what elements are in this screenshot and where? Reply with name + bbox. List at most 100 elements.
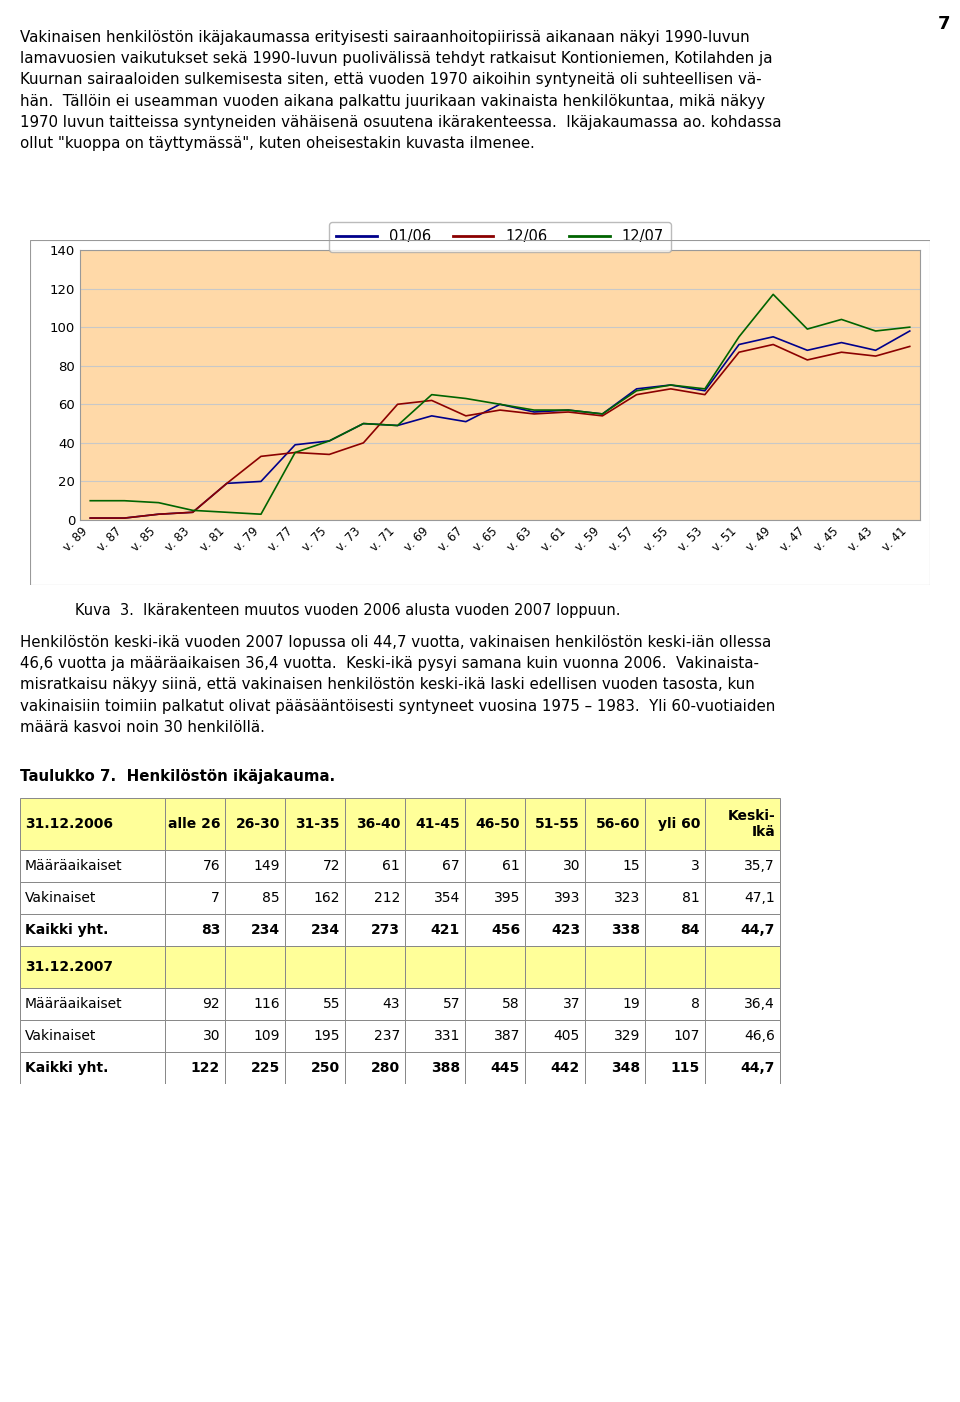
Bar [465,1021,525,1052]
Text: Vakinaiset: Vakinaiset [25,1029,96,1043]
Bar [705,882,780,914]
Bar [345,850,405,882]
Bar [345,798,405,850]
Bar [285,1021,345,1052]
Bar [585,850,645,882]
Bar [20,1052,165,1084]
Text: 395: 395 [493,892,520,906]
Bar [165,946,225,988]
Text: 348: 348 [611,1061,640,1075]
Text: 405: 405 [554,1029,580,1043]
Text: 3: 3 [691,859,700,873]
Text: 122: 122 [191,1061,220,1075]
Text: Keski-
Ikä: Keski- Ikä [728,809,775,840]
Text: 354: 354 [434,892,460,906]
Text: 83: 83 [201,923,220,937]
Bar [20,798,165,850]
Bar [705,798,780,850]
Bar [465,914,525,946]
Bar [645,914,705,946]
Bar [705,1021,780,1052]
Text: Henkilöstön keski-ikä vuoden 2007 lopussa oli 44,7 vuotta, vakinaisen henkilöstö: Henkilöstön keski-ikä vuoden 2007 lopuss… [20,635,776,735]
Text: 19: 19 [622,997,640,1011]
Text: 107: 107 [674,1029,700,1043]
Bar [20,1021,165,1052]
Text: 31.12.2006: 31.12.2006 [25,817,113,831]
Text: 92: 92 [203,997,220,1011]
Text: 36,4: 36,4 [744,997,775,1011]
Bar [705,914,780,946]
Bar [285,882,345,914]
Text: 41-45: 41-45 [416,817,460,831]
Bar [165,850,225,882]
Text: 162: 162 [314,892,340,906]
Bar [405,1052,465,1084]
Bar [345,988,405,1021]
Bar [645,946,705,988]
Bar [645,1021,705,1052]
Bar [165,1021,225,1052]
Bar [345,946,405,988]
Text: Taulukko 7.  Henkilöstön ikäjakauma.: Taulukko 7. Henkilöstön ikäjakauma. [20,770,335,785]
Bar [20,882,165,914]
Text: 393: 393 [554,892,580,906]
Bar [285,798,345,850]
Bar [405,988,465,1021]
Text: 445: 445 [491,1061,520,1075]
Text: 55: 55 [323,997,340,1011]
Bar [405,882,465,914]
Text: 338: 338 [611,923,640,937]
Text: 58: 58 [502,997,520,1011]
Text: 47,1: 47,1 [744,892,775,906]
Bar [705,850,780,882]
Bar [405,1021,465,1052]
Bar [645,882,705,914]
Text: 56-60: 56-60 [595,817,640,831]
Text: 43: 43 [382,997,400,1011]
Bar [345,914,405,946]
Bar [225,1021,285,1052]
Bar [165,882,225,914]
Bar [585,798,645,850]
Bar [705,946,780,988]
Text: 423: 423 [551,923,580,937]
Bar [525,914,585,946]
Bar [225,798,285,850]
Bar [20,850,165,882]
Text: 237: 237 [373,1029,400,1043]
Bar [705,1052,780,1084]
Text: 456: 456 [491,923,520,937]
Bar [465,798,525,850]
Text: Vakinaisen henkilöstön ikäjakaumassa erityisesti sairaanhoitopiirissä aikanaan n: Vakinaisen henkilöstön ikäjakaumassa eri… [20,29,781,151]
Bar [525,1052,585,1084]
Bar [585,914,645,946]
Bar [225,882,285,914]
Bar [465,988,525,1021]
Bar [585,882,645,914]
Bar [465,850,525,882]
Text: 195: 195 [314,1029,340,1043]
Bar [645,1052,705,1084]
Bar [705,988,780,1021]
Text: Määräaikaiset: Määräaikaiset [25,859,123,873]
Text: 76: 76 [203,859,220,873]
Text: Kaikki yht.: Kaikki yht. [25,923,108,937]
Bar [585,1052,645,1084]
Bar [225,946,285,988]
Text: 72: 72 [323,859,340,873]
Bar [225,850,285,882]
Text: yli 60: yli 60 [658,817,700,831]
Text: 234: 234 [251,923,280,937]
Text: 44,7: 44,7 [740,923,775,937]
Text: 225: 225 [251,1061,280,1075]
Text: 84: 84 [681,923,700,937]
Bar [165,914,225,946]
Text: 51-55: 51-55 [536,817,580,831]
Text: Vakinaiset: Vakinaiset [25,892,96,906]
Text: 46,6: 46,6 [744,1029,775,1043]
Text: 85: 85 [262,892,280,906]
Bar [525,988,585,1021]
Text: 331: 331 [434,1029,460,1043]
Bar [405,946,465,988]
Bar [525,946,585,988]
